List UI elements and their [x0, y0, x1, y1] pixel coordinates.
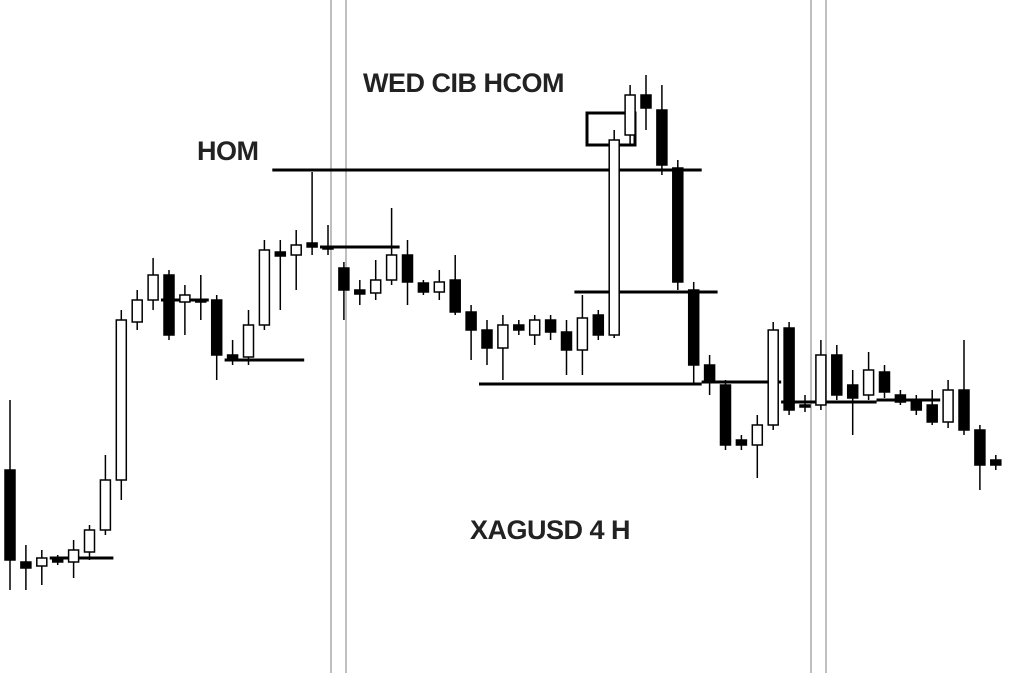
candle-body — [783, 327, 795, 411]
candle-body — [974, 429, 986, 466]
candle-body — [338, 267, 350, 291]
candle-body — [449, 279, 461, 313]
candle-body — [990, 459, 1002, 466]
candle-body — [958, 389, 970, 431]
candle-body — [544, 319, 557, 333]
candle-body — [433, 281, 446, 293]
candle-body — [926, 404, 938, 423]
session-separators — [330, 0, 827, 673]
candle-body — [4, 469, 16, 561]
candle-body — [942, 389, 954, 423]
candle-body — [179, 294, 191, 303]
candle-body — [862, 369, 875, 396]
candle-body — [640, 94, 652, 109]
candle-body — [846, 384, 859, 399]
candle-body — [226, 354, 239, 361]
candle-body — [51, 557, 64, 563]
candle-body — [560, 331, 573, 351]
candle-body — [767, 329, 779, 426]
candle-body — [719, 384, 732, 446]
plot — [4, 75, 1002, 590]
annotation: HOM — [197, 136, 259, 166]
candle-body — [36, 557, 48, 567]
candle-body — [465, 311, 477, 331]
candle-body — [274, 251, 287, 257]
candle-body — [528, 319, 541, 336]
candle-body — [815, 354, 827, 406]
candle-body — [751, 424, 764, 446]
candle-body — [513, 324, 525, 331]
candle-body — [306, 242, 318, 248]
candle-body — [322, 246, 334, 250]
candle-body — [799, 404, 811, 408]
candle-body — [624, 94, 636, 136]
candle-body — [878, 371, 891, 393]
candle-body — [592, 314, 605, 336]
annotation: WED CIB HCOM — [363, 68, 564, 98]
candle-body — [910, 401, 923, 411]
candle-body — [290, 244, 302, 256]
candle-body — [195, 299, 207, 303]
candle-body — [385, 254, 398, 281]
candle-body — [608, 139, 620, 336]
candle-body — [163, 274, 175, 336]
candle-body — [83, 529, 96, 553]
candle-body — [735, 439, 748, 446]
candle-body — [147, 274, 159, 301]
candle-body — [20, 561, 32, 569]
candle-body — [401, 254, 414, 283]
candle-body — [672, 167, 684, 283]
candle-body — [99, 479, 112, 531]
candle-body — [354, 289, 366, 295]
candle-body — [67, 549, 80, 563]
candle-body — [831, 354, 843, 396]
candle-body — [497, 324, 509, 349]
candle-body — [894, 394, 907, 403]
candle-body — [576, 317, 589, 351]
candle-body — [417, 282, 430, 293]
candle-body — [703, 364, 716, 383]
candle-body — [687, 289, 700, 366]
candle-body — [242, 324, 255, 358]
candle-body — [258, 249, 271, 326]
candle-body — [481, 329, 493, 349]
candle-body — [656, 109, 668, 166]
chart-title: XAGUSD 4 H — [470, 515, 630, 545]
candle-body — [369, 279, 382, 294]
candle-body — [131, 299, 143, 323]
candle-body — [115, 319, 128, 481]
candle-body — [210, 299, 223, 356]
